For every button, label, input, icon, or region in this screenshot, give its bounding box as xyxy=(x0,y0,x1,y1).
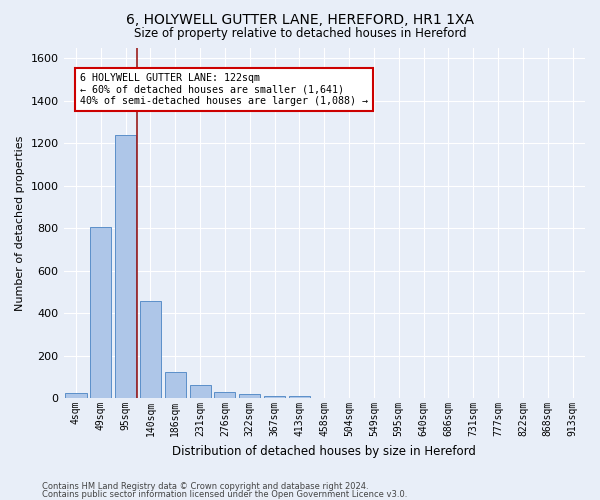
Bar xyxy=(239,394,260,398)
Bar xyxy=(190,386,211,398)
Text: 6 HOLYWELL GUTTER LANE: 122sqm
← 60% of detached houses are smaller (1,641)
40% : 6 HOLYWELL GUTTER LANE: 122sqm ← 60% of … xyxy=(80,73,368,106)
Bar xyxy=(115,134,136,398)
Text: Contains public sector information licensed under the Open Government Licence v3: Contains public sector information licen… xyxy=(42,490,407,499)
X-axis label: Distribution of detached houses by size in Hereford: Distribution of detached houses by size … xyxy=(172,444,476,458)
Y-axis label: Number of detached properties: Number of detached properties xyxy=(15,135,25,310)
Text: Contains HM Land Registry data © Crown copyright and database right 2024.: Contains HM Land Registry data © Crown c… xyxy=(42,482,368,491)
Text: Size of property relative to detached houses in Hereford: Size of property relative to detached ho… xyxy=(134,28,466,40)
Bar xyxy=(90,227,112,398)
Bar xyxy=(264,396,285,398)
Text: 6, HOLYWELL GUTTER LANE, HEREFORD, HR1 1XA: 6, HOLYWELL GUTTER LANE, HEREFORD, HR1 1… xyxy=(126,12,474,26)
Bar xyxy=(65,393,86,398)
Bar xyxy=(214,392,235,398)
Bar xyxy=(165,372,186,398)
Bar xyxy=(289,396,310,398)
Bar xyxy=(140,302,161,398)
